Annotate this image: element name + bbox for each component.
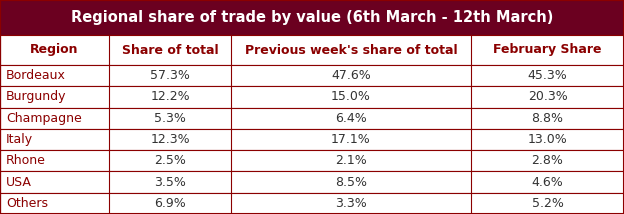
Text: 8.5%: 8.5% (335, 175, 367, 189)
Bar (0, 129, 624, 150)
Text: February Share: February Share (494, 43, 602, 56)
Text: 15.0%: 15.0% (331, 91, 371, 103)
Text: 57.3%: 57.3% (150, 69, 190, 82)
Text: Rhone: Rhone (6, 154, 46, 167)
Text: 12.2%: 12.2% (150, 91, 190, 103)
Text: 6.9%: 6.9% (154, 197, 186, 210)
Bar (0, 35, 624, 65)
Text: 47.6%: 47.6% (331, 69, 371, 82)
Text: Burgundy: Burgundy (6, 91, 67, 103)
Text: Bordeaux: Bordeaux (6, 69, 66, 82)
Text: 2.8%: 2.8% (532, 154, 563, 167)
Text: Share of total: Share of total (122, 43, 218, 56)
Text: Italy: Italy (6, 133, 33, 146)
Text: 12.3%: 12.3% (150, 133, 190, 146)
Bar (0, 150, 624, 171)
Text: Regional share of trade by value (6th March - 12th March): Regional share of trade by value (6th Ma… (71, 10, 553, 25)
Text: 6.4%: 6.4% (335, 112, 367, 125)
Text: 5.2%: 5.2% (532, 197, 563, 210)
Text: 3.3%: 3.3% (335, 197, 367, 210)
Text: 2.1%: 2.1% (335, 154, 367, 167)
Text: USA: USA (6, 175, 32, 189)
Text: 5.3%: 5.3% (154, 112, 186, 125)
Bar (0, 0, 624, 35)
Text: 8.8%: 8.8% (532, 112, 563, 125)
Bar (0, 193, 624, 214)
Text: Champagne: Champagne (6, 112, 82, 125)
Text: 2.5%: 2.5% (154, 154, 186, 167)
Text: Previous week's share of total: Previous week's share of total (245, 43, 457, 56)
Bar (0, 108, 624, 129)
Text: 13.0%: 13.0% (528, 133, 567, 146)
Text: 3.5%: 3.5% (154, 175, 186, 189)
Text: 45.3%: 45.3% (528, 69, 567, 82)
Text: 4.6%: 4.6% (532, 175, 563, 189)
Text: Others: Others (6, 197, 48, 210)
Text: Region: Region (31, 43, 79, 56)
Text: 20.3%: 20.3% (528, 91, 567, 103)
Text: 17.1%: 17.1% (331, 133, 371, 146)
Bar (0, 171, 624, 193)
Bar (0, 65, 624, 86)
Bar (0, 86, 624, 108)
